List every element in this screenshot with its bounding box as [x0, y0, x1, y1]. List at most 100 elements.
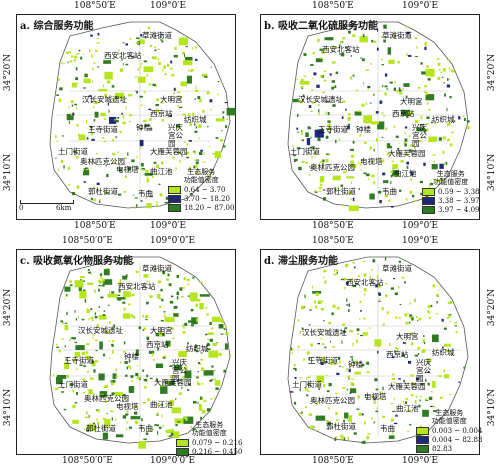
- green-patch: [86, 308, 88, 311]
- green-patch: [198, 362, 201, 365]
- green-patch: [369, 276, 371, 279]
- green-patch: [437, 289, 440, 291]
- green-patch: [183, 417, 188, 419]
- green-patch: [125, 413, 129, 416]
- green-patch: [143, 66, 154, 73]
- green-patch: [148, 350, 155, 354]
- green-patch: [98, 373, 105, 381]
- green-patch: [436, 301, 438, 304]
- green-patch: [310, 344, 313, 347]
- green-patch: [398, 317, 401, 319]
- green-patch: [178, 37, 188, 46]
- green-patch: [189, 193, 193, 195]
- green-patch: [134, 197, 138, 199]
- place-caotan: 草滩街道: [382, 264, 412, 273]
- green-patch: [408, 111, 413, 115]
- green-patch: [122, 301, 126, 304]
- green-patch: [322, 163, 324, 166]
- green-patch: [126, 410, 129, 413]
- lon-label-top-right: 109°0′0″E: [150, 236, 196, 246]
- green-patch: [347, 116, 351, 119]
- green-patch: [105, 164, 107, 167]
- green-patch: [190, 426, 192, 428]
- green-patch: [93, 198, 97, 202]
- green-patch: [322, 91, 325, 94]
- green-patch: [332, 61, 336, 64]
- green-patch: [152, 83, 156, 86]
- green-patch: [389, 342, 391, 347]
- green-patch: [327, 123, 331, 126]
- green-patch: [379, 391, 382, 395]
- green-patch: [78, 134, 86, 141]
- green-patch: [75, 77, 78, 81]
- green-patch: [137, 68, 140, 71]
- green-patch: [104, 117, 107, 120]
- green-patches: [290, 257, 466, 444]
- green-patch: [443, 162, 445, 165]
- green-patch: [167, 435, 171, 437]
- green-patch: [167, 273, 170, 277]
- green-patch: [359, 318, 361, 321]
- green-patch: [185, 151, 190, 155]
- place-xingqing: 兴庆宫公园: [412, 123, 427, 148]
- green-patch: [340, 184, 344, 187]
- green-patch: [85, 355, 92, 360]
- green-patch: [343, 171, 347, 174]
- green-patch: [350, 382, 354, 386]
- green-patch: [128, 114, 132, 117]
- green-patch: [360, 169, 362, 171]
- place-dianshita: 电视塔: [116, 165, 139, 174]
- green-patch: [167, 380, 175, 386]
- green-patches: [52, 261, 232, 449]
- place-daming: 大明宫: [160, 95, 183, 104]
- green-patch: [409, 190, 412, 194]
- green-patch: [389, 81, 393, 84]
- green-patch: [349, 392, 352, 394]
- green-patch: [318, 112, 320, 116]
- green-patch: [378, 293, 381, 296]
- green-patch: [420, 396, 422, 398]
- green-patch: [407, 409, 411, 413]
- green-patch: [155, 204, 158, 208]
- green-patch: [155, 201, 158, 204]
- green-patch: [154, 85, 157, 87]
- green-patch: [318, 300, 322, 304]
- green-patch: [87, 370, 90, 373]
- green-patch: [93, 393, 95, 396]
- green-patch: [200, 352, 203, 354]
- green-patch: [423, 335, 425, 337]
- green-patch: [155, 109, 159, 113]
- green-patch: [381, 85, 384, 87]
- green-patch: [296, 78, 298, 80]
- green-patch: [188, 113, 191, 117]
- green-patch: [154, 49, 157, 52]
- green-patch: [328, 407, 330, 410]
- green-patch: [123, 341, 126, 345]
- green-patch: [458, 381, 460, 383]
- green-patch: [359, 36, 368, 43]
- green-patch: [224, 102, 229, 104]
- green-patch: [409, 314, 413, 318]
- green-patch: [181, 51, 185, 55]
- green-patch: [90, 316, 94, 320]
- place-daming: 大明宫: [396, 332, 419, 341]
- green-patch: [135, 270, 139, 274]
- green-patch: [369, 327, 371, 329]
- green-patch: [169, 365, 173, 367]
- green-patch: [72, 82, 77, 88]
- green-patch: [320, 361, 324, 365]
- green-patch: [157, 424, 159, 427]
- green-patch: [112, 379, 116, 383]
- green-patch: [385, 294, 388, 298]
- green-patch: [297, 113, 299, 117]
- place-dayan: 大雁芙蓉园: [150, 147, 188, 156]
- green-patch: [336, 372, 340, 375]
- green-patch: [56, 94, 59, 96]
- green-patch: [312, 291, 322, 294]
- green-patch: [104, 419, 111, 426]
- green-patch: [117, 294, 121, 296]
- panel-d: 108°50′E 109°0′E 108°50′E 109°0′E 34°20′…: [252, 235, 504, 469]
- green-patch: [99, 391, 108, 398]
- green-patch: [297, 131, 299, 133]
- legend-swatch: [168, 195, 181, 203]
